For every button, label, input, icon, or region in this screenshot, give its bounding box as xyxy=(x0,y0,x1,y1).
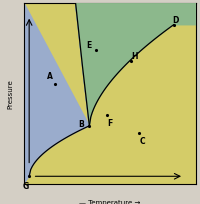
Text: G: G xyxy=(23,181,29,190)
Text: D: D xyxy=(172,16,179,25)
Polygon shape xyxy=(76,4,196,126)
Text: B: B xyxy=(78,120,84,129)
Polygon shape xyxy=(24,4,89,184)
Polygon shape xyxy=(24,4,196,184)
Text: C: C xyxy=(140,136,145,145)
Text: — Temperature →: — Temperature → xyxy=(79,198,141,204)
Text: Pressure: Pressure xyxy=(7,79,13,109)
Text: H: H xyxy=(131,52,137,61)
Text: E: E xyxy=(87,41,92,50)
Text: F: F xyxy=(107,118,113,127)
Text: A: A xyxy=(47,71,53,80)
